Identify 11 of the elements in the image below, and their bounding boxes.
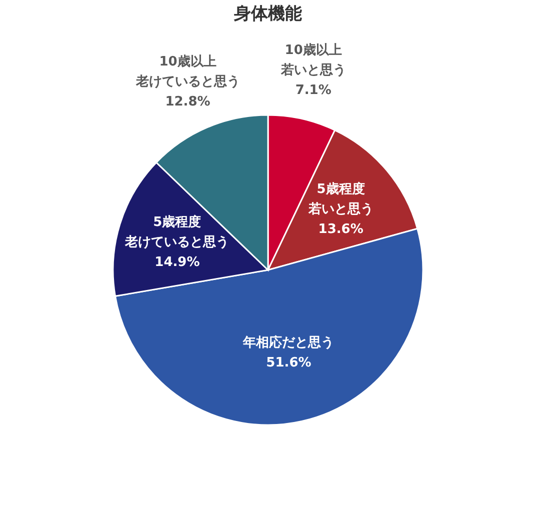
data-label: 13.6% <box>318 222 364 237</box>
slice-label: 5歳程度若いと思う <box>307 180 374 217</box>
slice-label: 5歳程度老けていると思う <box>124 214 230 250</box>
data-label: 51.6% <box>266 356 312 371</box>
slice-label: 年相応だと思う <box>242 334 334 351</box>
data-label: 7.1% <box>295 83 332 98</box>
data-label: 14.9% <box>154 255 200 270</box>
chart-title: 身体機能 <box>233 4 302 24</box>
slice-label: 10歳以上若いと思う <box>280 43 346 78</box>
slice-label: 10歳以上老けていると思う <box>134 54 240 90</box>
data-label: 12.8% <box>165 94 210 110</box>
